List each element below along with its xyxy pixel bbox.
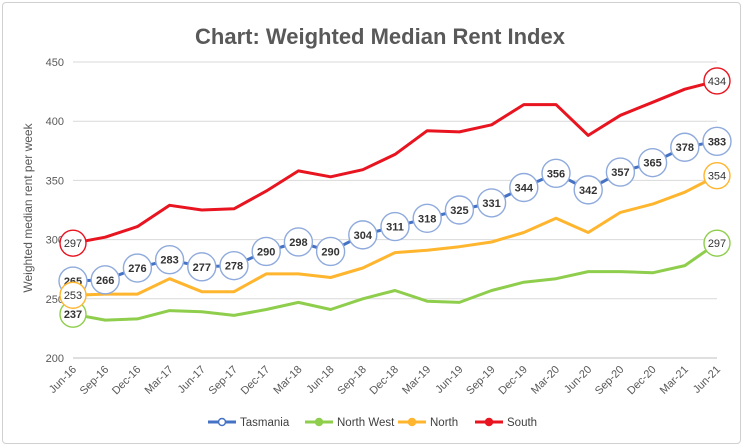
series-line-north (71, 174, 719, 297)
data-label-bubble (315, 236, 346, 267)
x-tick-label: Sep-17 (207, 364, 241, 398)
x-tick-label: Dec-20 (625, 364, 659, 398)
data-label-bubble (509, 172, 539, 203)
legend-marker-tasmania (217, 417, 227, 427)
data-label: 237 (64, 309, 82, 321)
data-label: 278 (225, 261, 243, 273)
data-label-bubble (283, 227, 314, 257)
data-label-bubble (154, 245, 185, 275)
y-tick-label: 200 (46, 353, 64, 365)
data-label: 297 (708, 238, 726, 250)
data-label-bubble (219, 250, 249, 281)
data-label: 331 (482, 198, 500, 210)
legend-marker-north-west (314, 417, 324, 427)
data-label-bubble (670, 132, 700, 162)
data-label-bubble (380, 211, 410, 242)
data-label: 253 (64, 290, 82, 302)
y-axis-label: Weighted median rent per week (21, 122, 35, 292)
x-tick-label: Sep-19 (464, 364, 498, 398)
data-label: 354 (708, 171, 726, 183)
data-label: 290 (257, 246, 275, 258)
x-tick-label: Sep-20 (593, 364, 627, 398)
x-tick-label: Jun-16 (47, 364, 79, 396)
data-label-bubble (703, 67, 731, 95)
data-label-bubble (187, 252, 217, 282)
data-label-bubble (605, 157, 636, 187)
x-tick-label: Dec-19 (496, 364, 530, 398)
x-tick-label: Mar-20 (529, 364, 562, 397)
data-label-bubble (90, 265, 120, 295)
legend-label-north-west: North West (337, 417, 395, 429)
x-tick-label: Dec-16 (110, 364, 144, 398)
data-label: 298 (289, 237, 307, 249)
data-label: 356 (547, 168, 565, 180)
data-label: 378 (676, 142, 694, 154)
data-label: 297 (64, 238, 82, 250)
series-line-north-west (71, 241, 719, 322)
chart-frame (2, 2, 741, 444)
data-label-bubble (122, 253, 153, 283)
x-tick-label: Mar-19 (400, 364, 433, 397)
data-label: 304 (354, 230, 373, 242)
data-label: 290 (321, 246, 339, 258)
data-label-bubble (444, 195, 475, 225)
data-label-bubble (59, 281, 87, 309)
data-label: 318 (418, 213, 436, 225)
data-label-bubble (348, 220, 378, 250)
x-tick-label: Jun-17 (176, 364, 208, 396)
data-label-bubble (573, 175, 603, 205)
data-label-bubble (251, 236, 281, 267)
data-label: 365 (643, 158, 661, 170)
data-label-bubble (702, 126, 732, 157)
y-tick-label: 400 (46, 116, 64, 128)
y-tick-label: 350 (46, 175, 64, 187)
x-tick-label: Jun-21 (691, 364, 723, 396)
data-label-bubble (541, 158, 571, 188)
data-label: 344 (515, 183, 534, 195)
x-tick-label: Mar-21 (658, 364, 691, 397)
data-label: 357 (611, 167, 629, 179)
data-label: 434 (708, 76, 726, 88)
data-label-bubble (476, 188, 507, 218)
data-labels: 2652662762832772782902982903043113183253… (58, 67, 732, 328)
data-label-bubble (703, 161, 731, 190)
data-label: 325 (450, 205, 468, 217)
y-tick-label: 450 (46, 57, 64, 69)
x-tick-label: Sep-16 (78, 364, 112, 398)
data-label-bubble (703, 229, 731, 257)
x-tick-label: Mar-17 (143, 364, 176, 397)
chart-title: Chart: Weighted Median Rent Index (195, 24, 566, 49)
legend-label-south: South (507, 417, 537, 429)
data-label: 277 (193, 262, 211, 274)
data-label: 276 (128, 263, 146, 275)
legend-marker-south (484, 417, 494, 427)
x-tick-label: Sep-18 (335, 364, 369, 398)
data-label: 266 (96, 275, 114, 287)
data-label: 342 (579, 185, 597, 197)
data-label: 283 (160, 255, 178, 267)
x-tick-label: Jun-19 (433, 364, 465, 396)
legend-marker-north (407, 417, 417, 427)
x-tick-label: Jun-18 (304, 364, 336, 396)
legend: Tasmania North West North South (208, 417, 537, 429)
x-tick-label: Mar-18 (271, 364, 304, 397)
legend-label-tasmania: Tasmania (240, 417, 290, 429)
series-line-south (71, 79, 719, 245)
x-tick-label: Dec-17 (239, 364, 273, 398)
data-label-bubble (637, 147, 668, 178)
x-tick-label: Jun-20 (562, 364, 594, 396)
data-label: 383 (708, 136, 726, 148)
x-tick-label: Dec-18 (368, 364, 402, 398)
gridlines (73, 61, 717, 359)
data-label-bubble (59, 229, 87, 257)
data-label-bubble (412, 203, 442, 233)
data-label: 311 (386, 222, 404, 234)
series-lines (69, 79, 721, 322)
legend-label-north: North (430, 417, 458, 429)
